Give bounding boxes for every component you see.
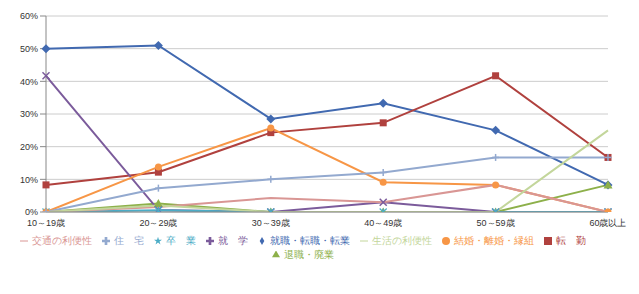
html-text:結婚・離婚・縁組: 結婚・離婚・縁組 (454, 235, 534, 246)
html-text:住 宅: 住 宅 (114, 235, 144, 246)
html-text:退職・廃業: 退職・廃業 (284, 249, 334, 260)
html-text:転 勤: 転 勤 (556, 235, 586, 246)
html-text:生活の利便性: 生活の利便性 (372, 235, 432, 246)
svg-text:10～19歳: 10～19歳 (27, 218, 65, 228)
svg-text:40～49歳: 40～49歳 (364, 218, 402, 228)
svg-text:20%: 20% (20, 142, 38, 152)
svg-text:60%: 60% (20, 11, 38, 21)
html-text:就 学: 就 学 (218, 235, 248, 246)
html-text:交通の利便性: 交通の利便性 (32, 235, 92, 246)
svg-text:20～29歳: 20～29歳 (139, 218, 177, 228)
svg-text:50%: 50% (20, 44, 38, 54)
svg-text:30%: 30% (20, 109, 38, 119)
svg-text:40%: 40% (20, 77, 38, 87)
svg-text:30～39歳: 30～39歳 (252, 218, 290, 228)
svg-text:0%: 0% (25, 207, 38, 217)
html-text:就職・転職・転業: 就職・転職・転業 (270, 235, 350, 246)
html-text:卒 業: 卒 業 (166, 235, 196, 246)
svg-text:50～59歳: 50～59歳 (477, 218, 515, 228)
svg-text:10%: 10% (20, 175, 38, 185)
svg-text:60歳以上: 60歳以上 (589, 218, 626, 228)
